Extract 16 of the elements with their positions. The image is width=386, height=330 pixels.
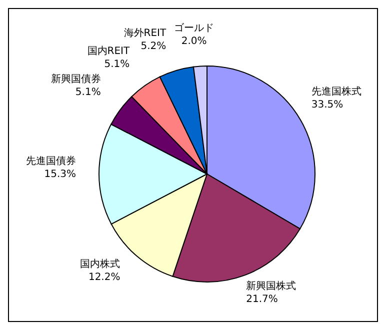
data-label: 2.0% [181,36,207,48]
slice-label: ゴールド [174,22,214,34]
slice-label: 新興国債券 [50,72,101,85]
slice-label: 先進国株式 [311,85,362,98]
slice-label: 国内REIT [87,44,130,57]
data-label: 5.1% [104,58,130,70]
slice-label: 新興国株式 [246,280,296,292]
data-label: 15.3% [44,169,76,180]
data-label: 33.5% [311,99,344,110]
data-label: 5.2% [140,41,166,52]
slice-label: 海外REIT [124,27,168,40]
data-label: 12.2% [88,272,120,283]
data-label: 21.7% [246,294,278,306]
slice-label: 先進国債券 [26,155,76,168]
data-label: 5.1% [75,86,101,98]
slice-label: 国内株式 [80,258,120,270]
